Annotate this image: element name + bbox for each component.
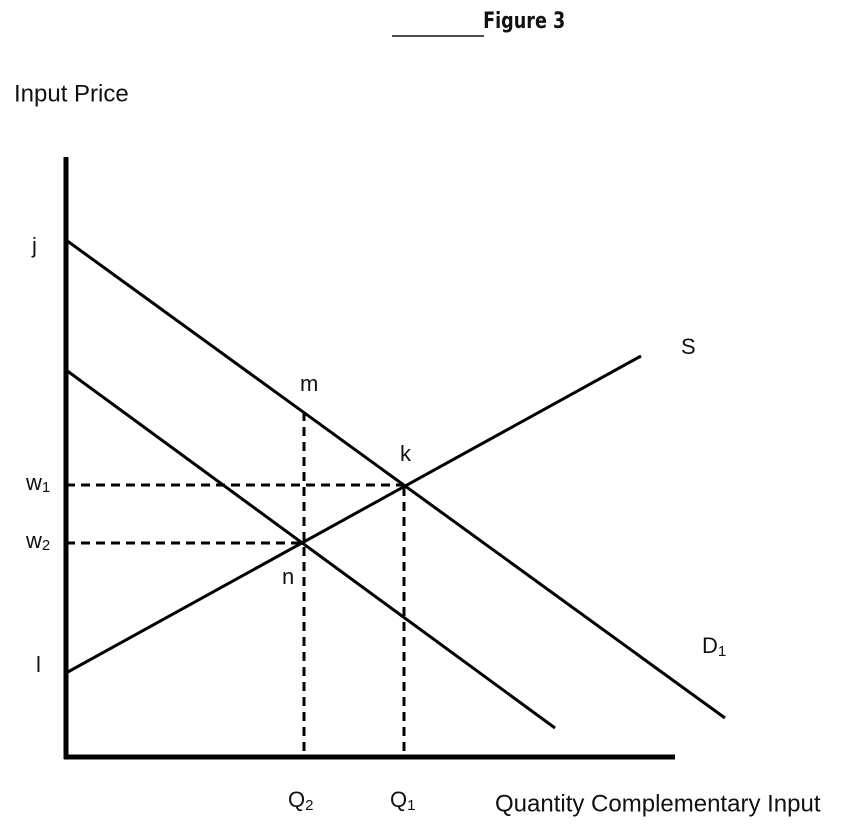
- point-label: l: [36, 652, 41, 677]
- supply-label: S: [681, 334, 696, 359]
- label-main: D: [702, 633, 718, 658]
- label-sub: 1: [407, 797, 415, 814]
- point-label: j: [31, 233, 37, 258]
- x-axis-label: Quantity Complementary Input: [495, 790, 821, 817]
- w1-label: w1: [25, 470, 50, 496]
- point-label: k: [400, 441, 412, 466]
- demand-label: D1: [702, 633, 726, 660]
- figure-title: Figure 3: [483, 8, 565, 33]
- point-label: n: [282, 564, 294, 589]
- label-main: Q: [390, 787, 407, 812]
- label-sub: 2: [42, 537, 50, 554]
- label-sub: 1: [718, 643, 726, 660]
- demand-curve-lower: [65, 368, 556, 730]
- y-axis-label: Input Price: [14, 80, 129, 107]
- point-label: m: [300, 371, 318, 396]
- label-main: w: [25, 528, 42, 553]
- label-sub: 1: [42, 479, 50, 496]
- demand-curve-d1: [65, 238, 726, 720]
- q1-label: Q1: [390, 787, 415, 814]
- label-main: w: [25, 470, 42, 495]
- supply-curve: [65, 354, 642, 675]
- label-main: Q: [288, 787, 305, 812]
- w2-label: w2: [25, 528, 50, 554]
- q2-label: Q2: [288, 787, 313, 814]
- label-sub: 2: [305, 797, 313, 814]
